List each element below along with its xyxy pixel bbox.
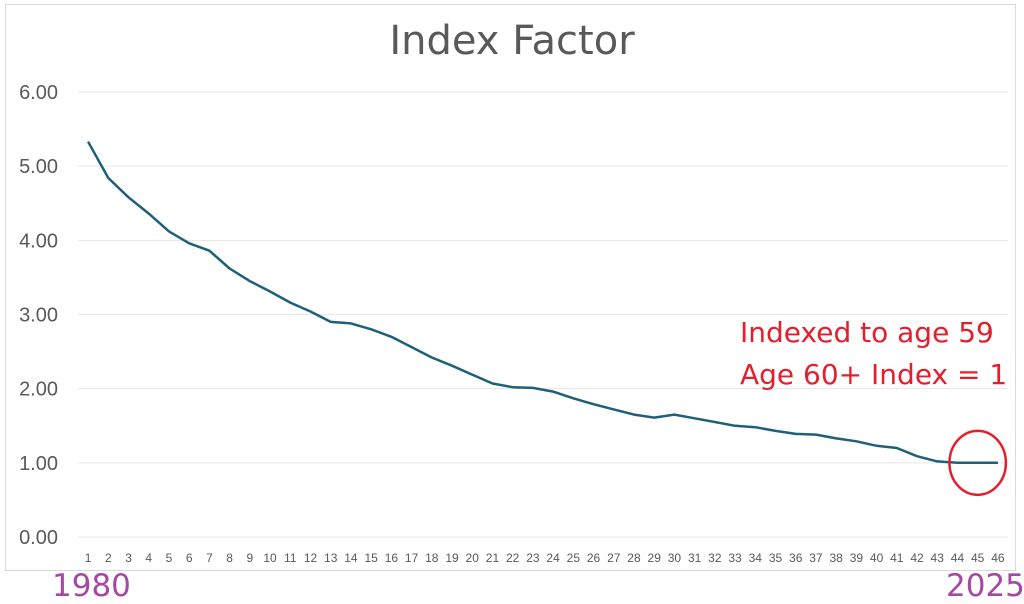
x-tick-label: 40 bbox=[870, 551, 884, 565]
x-tick-label: 18 bbox=[425, 551, 439, 565]
start-year-label: 1980 bbox=[52, 568, 131, 604]
x-tick-label: 30 bbox=[668, 551, 682, 565]
y-tick-label: 3.00 bbox=[19, 305, 58, 327]
annotation-index-equals-one: Age 60+ Index = 1 bbox=[740, 358, 1008, 391]
x-tick-label: 36 bbox=[789, 551, 803, 565]
x-tick-label: 32 bbox=[708, 551, 722, 565]
grid-layer bbox=[78, 91, 1008, 538]
highlight-circle bbox=[948, 429, 1008, 497]
x-tick-label: 9 bbox=[247, 551, 254, 565]
x-tick-label: 35 bbox=[769, 551, 783, 565]
x-tick-label: 13 bbox=[324, 551, 338, 565]
series-line bbox=[87, 141, 998, 465]
x-tick-label: 37 bbox=[809, 551, 823, 565]
highlight-layer bbox=[948, 429, 1008, 497]
x-tick-label: 22 bbox=[506, 551, 520, 565]
x-tick-label: 24 bbox=[546, 551, 560, 565]
x-tick-label: 8 bbox=[226, 551, 233, 565]
end-year-label: 2025 bbox=[946, 568, 1024, 604]
x-tick-label: 7 bbox=[206, 551, 213, 565]
y-tick-label: 6.00 bbox=[19, 82, 58, 104]
x-tick-label: 42 bbox=[910, 551, 924, 565]
x-tick-label: 28 bbox=[627, 551, 641, 565]
x-tick-label: 33 bbox=[728, 551, 742, 565]
x-tick-label: 31 bbox=[688, 551, 702, 565]
x-tick-label: 23 bbox=[526, 551, 540, 565]
x-tick-label: 29 bbox=[648, 551, 662, 565]
annotation-indexed-age: Indexed to age 59 bbox=[740, 316, 994, 349]
x-tick-label: 19 bbox=[445, 551, 459, 565]
x-tick-label: 1 bbox=[85, 551, 92, 565]
x-tick-label: 46 bbox=[991, 551, 1005, 565]
x-tick-label: 5 bbox=[166, 551, 173, 565]
x-tick-label: 20 bbox=[466, 551, 480, 565]
x-tick-label: 2 bbox=[105, 551, 112, 565]
y-tick-label: 5.00 bbox=[19, 156, 58, 178]
x-tick-label: 17 bbox=[405, 551, 419, 565]
x-tick-label: 26 bbox=[587, 551, 601, 565]
x-tick-label: 44 bbox=[951, 551, 965, 565]
y-tick-label: 0.00 bbox=[19, 527, 58, 549]
chart-title: Index Factor bbox=[389, 18, 635, 64]
y-tick-label: 4.00 bbox=[19, 230, 58, 252]
y-axis-ticks: 0.00 1.00 2.00 3.00 4.00 5.00 6.00 bbox=[19, 82, 58, 549]
x-tick-label: 25 bbox=[567, 551, 581, 565]
x-tick-label: 38 bbox=[829, 551, 843, 565]
x-tick-label: 27 bbox=[607, 551, 621, 565]
y-tick-label: 1.00 bbox=[19, 453, 58, 475]
x-tick-label: 10 bbox=[263, 551, 277, 565]
x-tick-label: 14 bbox=[344, 551, 358, 565]
x-tick-label: 16 bbox=[385, 551, 399, 565]
x-tick-label: 43 bbox=[931, 551, 945, 565]
x-tick-label: 21 bbox=[486, 551, 500, 565]
x-tick-label: 39 bbox=[850, 551, 864, 565]
x-tick-label: 34 bbox=[749, 551, 763, 565]
series-layer bbox=[87, 141, 998, 465]
x-tick-label: 6 bbox=[186, 551, 193, 565]
x-tick-label: 12 bbox=[304, 551, 318, 565]
x-tick-label: 4 bbox=[145, 551, 152, 565]
x-tick-label: 3 bbox=[125, 551, 132, 565]
x-axis-ticks: 1 2 3 4 5 6 7 8 9 10 11 12 13 14 15 16 17 18 19 20 21 22 23 24 2… bbox=[85, 551, 1005, 565]
x-tick-label: 15 bbox=[364, 551, 378, 565]
x-tick-label: 11 bbox=[284, 551, 297, 565]
x-tick-label: 45 bbox=[971, 551, 985, 565]
chart-frame bbox=[5, 4, 1016, 571]
y-tick-label: 2.00 bbox=[19, 379, 58, 401]
x-tick-label: 41 bbox=[890, 551, 904, 565]
